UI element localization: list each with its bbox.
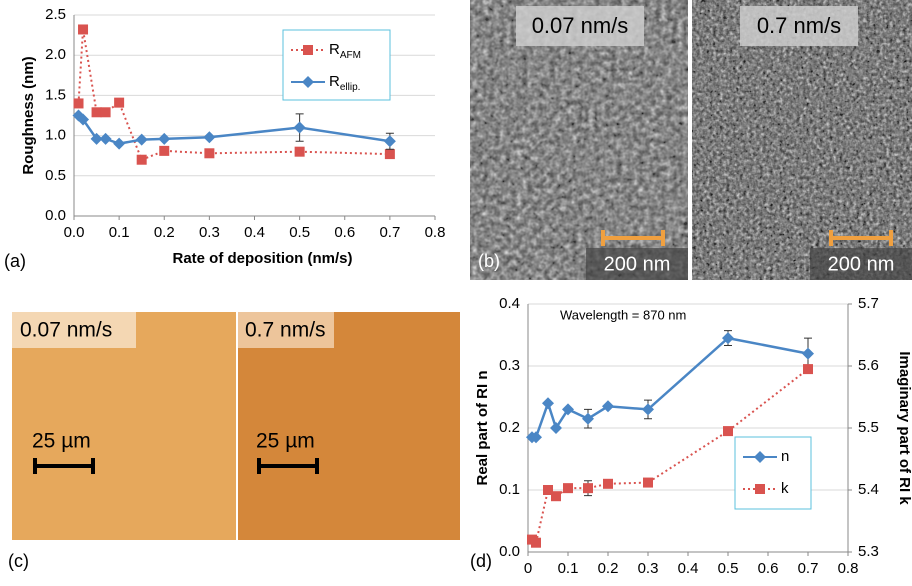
image-label: 0.07 nm/s [20, 319, 112, 342]
marker [159, 146, 169, 156]
y-tick-label: 0.0 [45, 207, 66, 224]
image-label: 0.7 nm/s [245, 319, 326, 342]
legend-marker [303, 45, 313, 55]
x-tick-label: 0.8 [425, 224, 446, 241]
marker [723, 426, 733, 436]
y2-tick-label: 5.6 [858, 357, 879, 374]
y-tick-label: 0.5 [45, 167, 66, 184]
y2-tick-label: 5.4 [858, 481, 879, 498]
panel-label: (b) [478, 251, 500, 271]
image-label: 0.07 nm/s [532, 13, 629, 38]
marker [803, 364, 813, 374]
marker [384, 135, 396, 147]
scale-label: 200 nm [604, 253, 671, 275]
y2-tick-label: 5.7 [858, 295, 879, 312]
marker [92, 107, 102, 117]
marker [114, 98, 124, 108]
legend-name: n [781, 448, 789, 465]
legend-box [735, 437, 811, 509]
marker [204, 148, 214, 158]
figure: 0.07 nm/s 0.7 nm/s 200 nm 200 nm 0.07 nm… [0, 0, 912, 581]
marker [74, 98, 84, 108]
marker [137, 155, 147, 165]
x-tick-label: 0 [524, 560, 532, 577]
x-tick-label: 0.1 [558, 560, 579, 577]
marker [603, 479, 613, 489]
marker [78, 24, 88, 34]
marker [385, 149, 395, 159]
y-tick-label: 0.4 [499, 295, 520, 312]
panel-label: (c) [8, 551, 29, 571]
x-tick-label: 0.1 [109, 224, 130, 241]
y2-tick-label: 5.3 [858, 543, 879, 560]
y-axis-title: Real part of RI n [474, 370, 491, 485]
annotation: Wavelength = 870 nm [560, 307, 686, 322]
marker [583, 483, 593, 493]
scale-label: 200 nm [828, 253, 895, 275]
y-tick-label: 2.0 [45, 46, 66, 63]
marker [550, 422, 562, 434]
marker [562, 403, 574, 415]
marker [542, 397, 554, 409]
marker [158, 133, 170, 145]
y-tick-label: 0.0 [499, 543, 520, 560]
legend-subscript: AFM [340, 50, 361, 61]
y-tick-label: 0.2 [499, 419, 520, 436]
x-tick-label: 0.4 [244, 224, 265, 241]
y-tick-label: 1.0 [45, 127, 66, 144]
marker [531, 538, 541, 548]
y2-tick-label: 5.5 [858, 419, 879, 436]
x-tick-label: 0.7 [798, 560, 819, 577]
marker [113, 138, 125, 150]
x-tick-label: 0.8 [838, 560, 859, 577]
sem-images: 0.07 nm/s 0.7 nm/s 200 nm 200 nm [470, 0, 912, 280]
marker [602, 400, 614, 412]
marker [294, 122, 306, 134]
x-tick-label: 0.4 [678, 560, 699, 577]
legend-name: k [781, 480, 789, 497]
y2-axis-title: Imaginary part of RI k [896, 351, 912, 505]
marker [802, 348, 814, 360]
x-axis-title: Rate of deposition (nm/s) [173, 250, 353, 267]
legend-label: n [781, 448, 789, 465]
x-tick-label: 0.5 [289, 224, 310, 241]
y-tick-label: 2.5 [45, 6, 66, 23]
marker [295, 147, 305, 157]
x-tick-label: 0.0 [64, 224, 85, 241]
y-axis-title: Roughness (nm) [20, 56, 37, 174]
y-tick-label: 1.5 [45, 86, 66, 103]
y-tick-label: 0.1 [499, 481, 520, 498]
afm-images: 0.07 nm/s 0.7 nm/s 25 µm 25 µm [12, 312, 460, 540]
x-tick-label: 0.6 [334, 224, 355, 241]
legend-label: k [781, 480, 789, 497]
x-tick-label: 0.3 [199, 224, 220, 241]
x-tick-label: 0.2 [598, 560, 619, 577]
marker [100, 133, 112, 145]
scale-label: 25 µm [32, 430, 91, 453]
panel-label: (d) [470, 551, 492, 571]
marker [551, 491, 561, 501]
scale-label: 25 µm [256, 430, 315, 453]
image-label: 0.7 nm/s [757, 13, 841, 38]
legend-name: R [329, 73, 340, 90]
legend-name: R [329, 41, 340, 58]
panel-label: (a) [4, 251, 26, 271]
legend-subscript: ellip. [340, 82, 361, 93]
x-tick-label: 0.5 [718, 560, 739, 577]
marker [582, 413, 594, 425]
x-tick-label: 0.3 [638, 560, 659, 577]
marker [203, 131, 215, 143]
marker [643, 478, 653, 488]
x-tick-label: 0.7 [379, 224, 400, 241]
x-tick-label: 0.6 [758, 560, 779, 577]
marker [101, 107, 111, 117]
marker [563, 483, 573, 493]
y-tick-label: 0.3 [499, 357, 520, 374]
legend-marker [755, 484, 765, 494]
series-line [532, 338, 808, 437]
x-tick-label: 0.2 [154, 224, 175, 241]
